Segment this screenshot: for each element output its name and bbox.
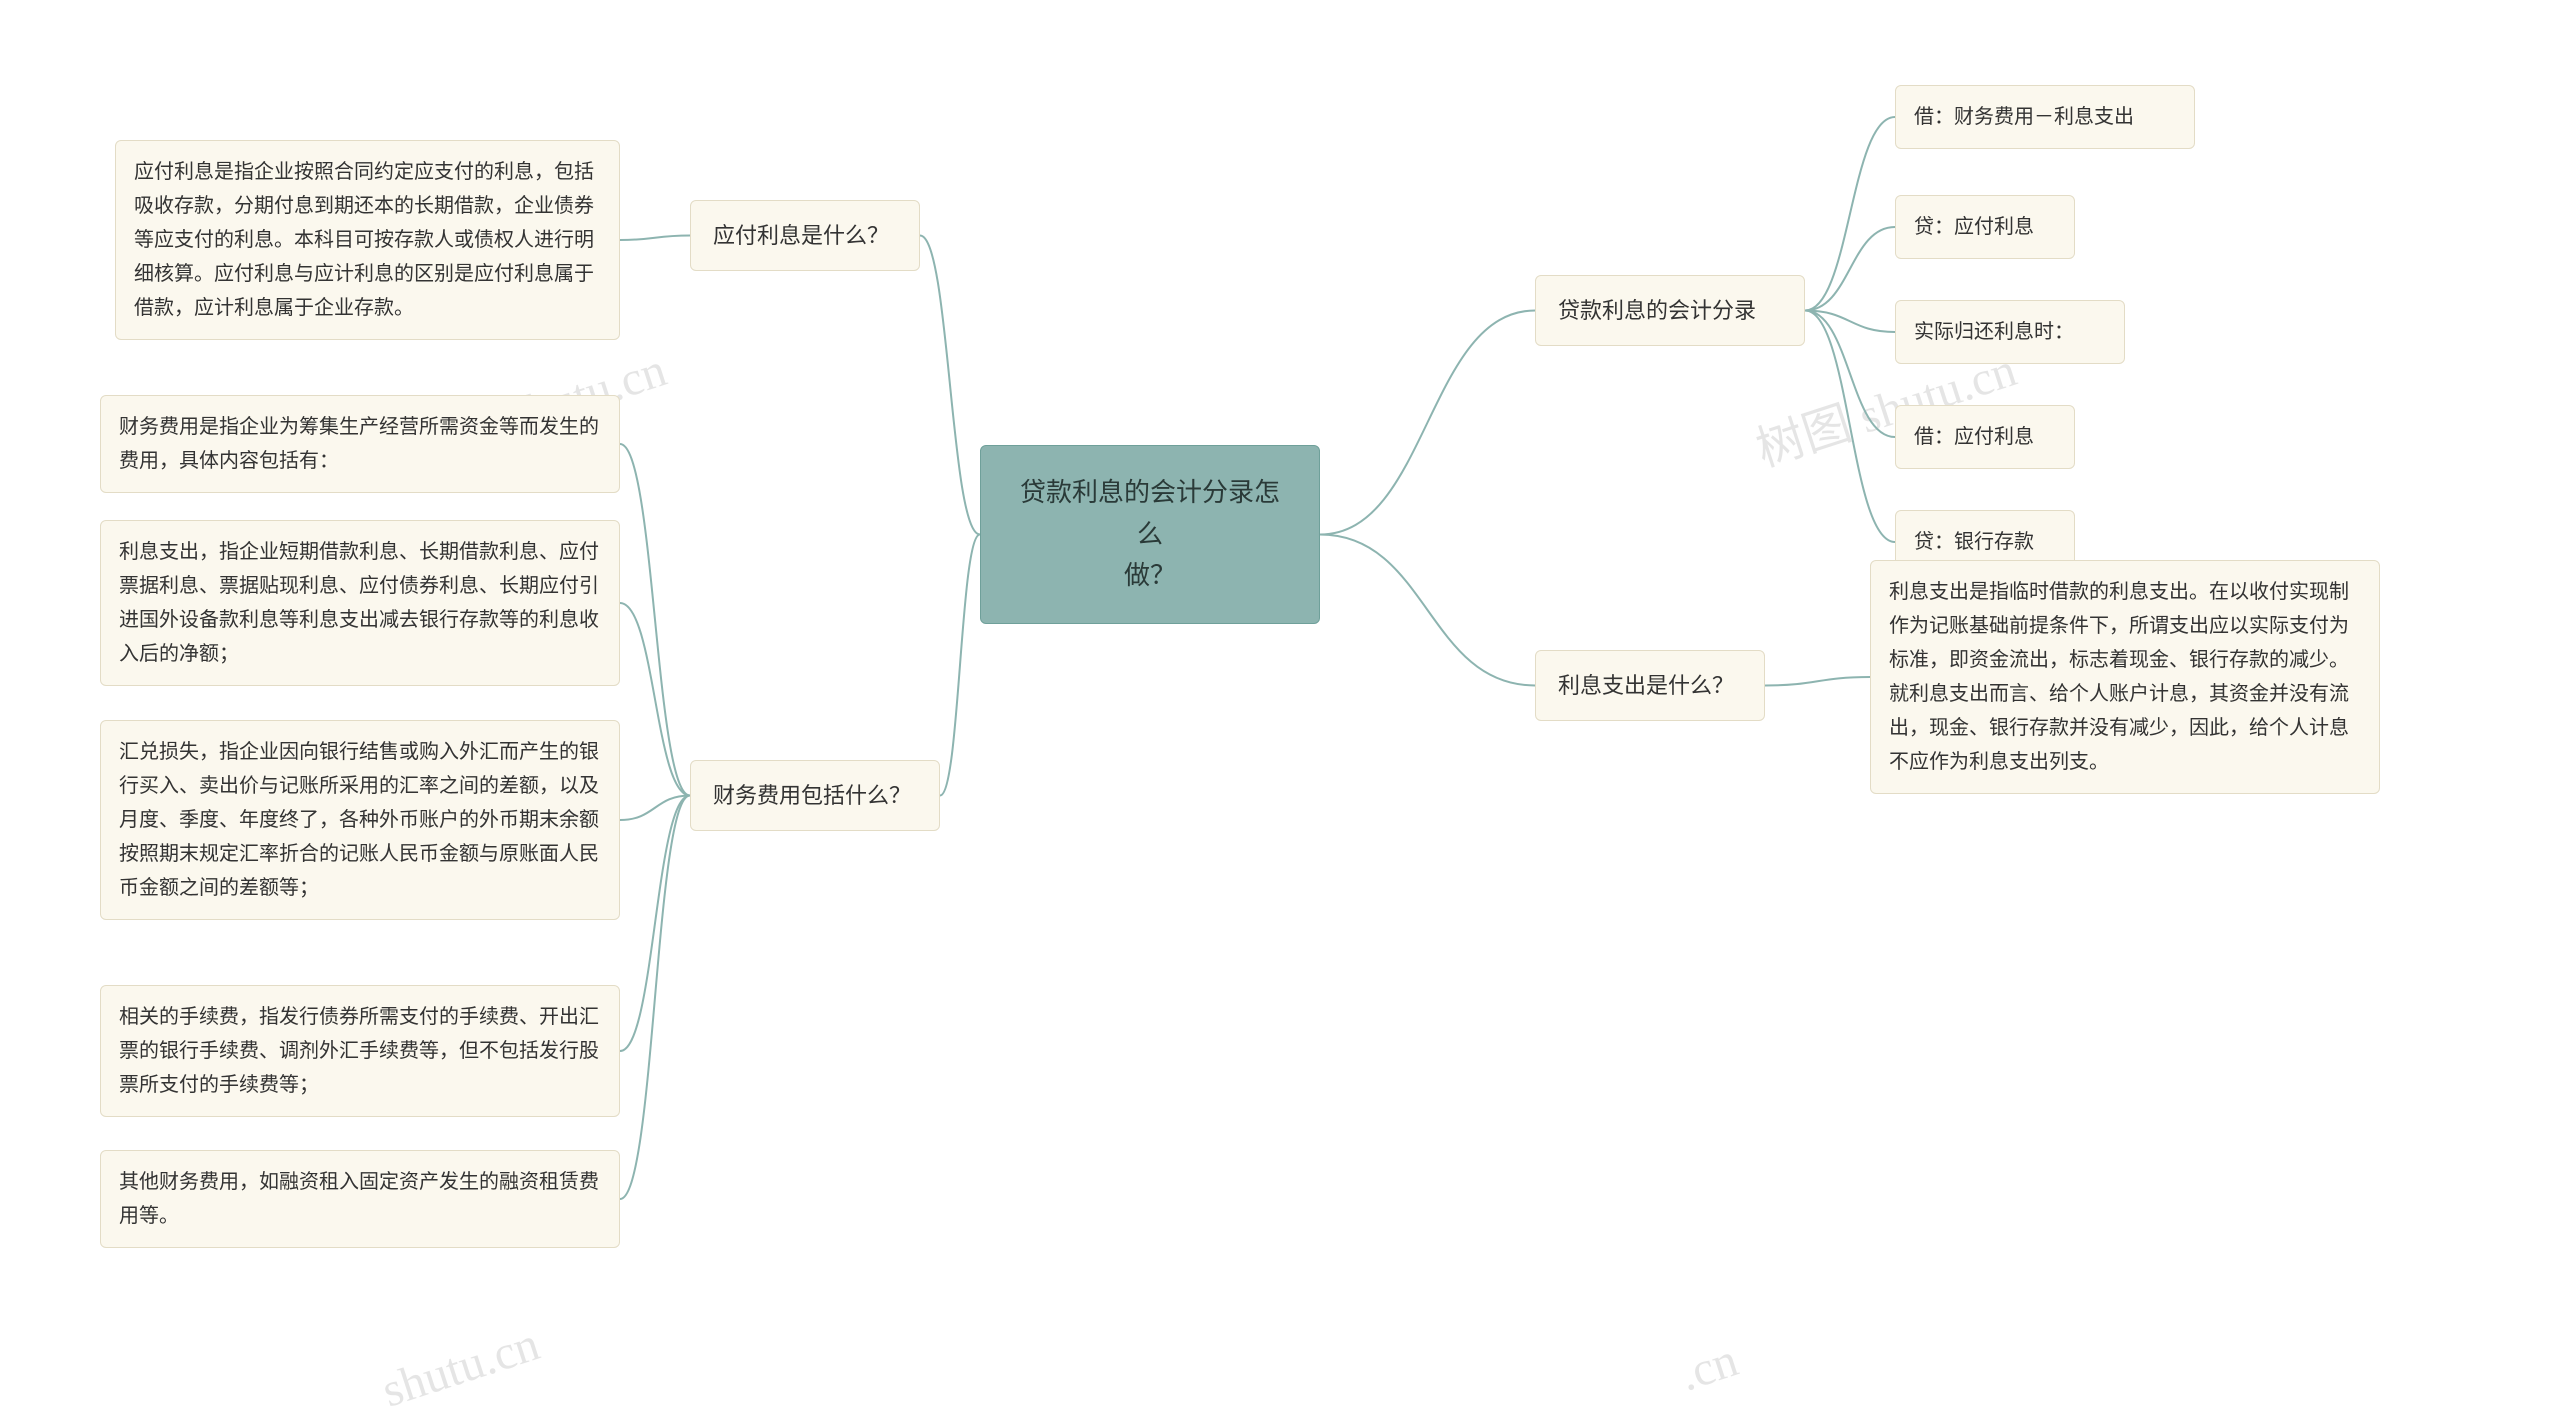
leaf-text: 相关的手续费，指发行债券所需支付的手续费、开出汇票的银行手续费、调剂外汇手续费等… bbox=[119, 1006, 599, 1096]
right-leaf: 借：应付利息 bbox=[1895, 405, 2075, 469]
left-leaf: 财务费用是指企业为筹集生产经营所需资金等而发生的费用，具体内容包括有： bbox=[100, 395, 620, 493]
right-leaf: 贷：应付利息 bbox=[1895, 195, 2075, 259]
right-leaf: 利息支出是指临时借款的利息支出。在以收付实现制作为记账基础前提条件下，所谓支出应… bbox=[1870, 560, 2380, 794]
leaf-text: 应付利息是指企业按照合同约定应支付的利息，包括吸收存款，分期付息到期还本的长期借… bbox=[134, 161, 594, 319]
left-leaf: 利息支出，指企业短期借款利息、长期借款利息、应付票据利息、票据贴现利息、应付债券… bbox=[100, 520, 620, 686]
right-branch-loan-entries: 贷款利息的会计分录 bbox=[1535, 275, 1805, 346]
watermark: shutu.cn bbox=[375, 1316, 545, 1418]
branch-label: 利息支出是什么？ bbox=[1558, 673, 1734, 698]
leaf-text: 贷：银行存款 bbox=[1914, 531, 2034, 553]
left-leaf: 汇兑损失，指企业因向银行结售或购入外汇而产生的银行买入、卖出价与记账所采用的汇率… bbox=[100, 720, 620, 920]
branch-label: 财务费用包括什么？ bbox=[713, 783, 911, 808]
leaf-text: 借：应付利息 bbox=[1914, 426, 2034, 448]
leaf-text: 利息支出，指企业短期借款利息、长期借款利息、应付票据利息、票据贴现利息、应付债券… bbox=[119, 541, 599, 665]
left-branch-interest-payable: 应付利息是什么？ bbox=[690, 200, 920, 271]
leaf-text: 财务费用是指企业为筹集生产经营所需资金等而发生的费用，具体内容包括有： bbox=[119, 416, 599, 472]
branch-label: 贷款利息的会计分录 bbox=[1558, 298, 1756, 323]
root-label: 贷款利息的会计分录怎么做？ bbox=[1020, 477, 1280, 590]
leaf-text: 贷：应付利息 bbox=[1914, 216, 2034, 238]
leaf-text: 汇兑损失，指企业因向银行结售或购入外汇而产生的银行买入、卖出价与记账所采用的汇率… bbox=[119, 741, 599, 899]
leaf-text: 实际归还利息时： bbox=[1914, 321, 2074, 343]
branch-label: 应付利息是什么？ bbox=[713, 223, 889, 248]
leaf-text: 利息支出是指临时借款的利息支出。在以收付实现制作为记账基础前提条件下，所谓支出应… bbox=[1889, 581, 2349, 773]
watermark: .cn bbox=[1673, 1332, 1745, 1402]
right-leaf: 借：财务费用－利息支出 bbox=[1895, 85, 2195, 149]
leaf-text: 其他财务费用，如融资租入固定资产发生的融资租赁费用等。 bbox=[119, 1171, 599, 1227]
right-branch-interest-expense: 利息支出是什么？ bbox=[1535, 650, 1765, 721]
left-branch-financial-expenses: 财务费用包括什么？ bbox=[690, 760, 940, 831]
right-leaf: 实际归还利息时： bbox=[1895, 300, 2125, 364]
left-leaf: 应付利息是指企业按照合同约定应支付的利息，包括吸收存款，分期付息到期还本的长期借… bbox=[115, 140, 620, 340]
root-node: 贷款利息的会计分录怎么做？ bbox=[980, 445, 1320, 624]
left-leaf: 相关的手续费，指发行债券所需支付的手续费、开出汇票的银行手续费、调剂外汇手续费等… bbox=[100, 985, 620, 1117]
leaf-text: 借：财务费用－利息支出 bbox=[1914, 106, 2134, 128]
left-leaf: 其他财务费用，如融资租入固定资产发生的融资租赁费用等。 bbox=[100, 1150, 620, 1248]
